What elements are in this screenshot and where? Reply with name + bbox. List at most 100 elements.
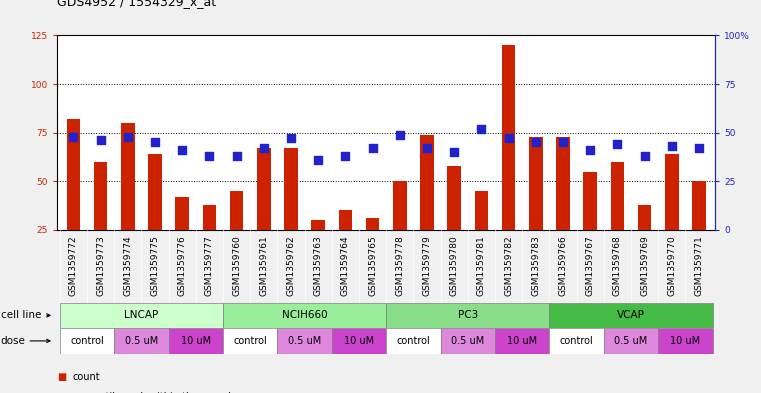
Point: [258, 145, 270, 151]
Point: [666, 143, 678, 149]
Point: [67, 133, 79, 140]
Text: cell line: cell line: [1, 310, 41, 320]
Bar: [475, 191, 489, 230]
Bar: [393, 181, 406, 230]
Text: GSM1359772: GSM1359772: [69, 236, 78, 296]
Text: GSM1359764: GSM1359764: [341, 236, 350, 296]
Bar: [658, 328, 712, 354]
Text: GSM1359765: GSM1359765: [368, 236, 377, 296]
Bar: [366, 218, 380, 230]
Bar: [202, 205, 216, 230]
Point: [339, 153, 352, 159]
Point: [122, 133, 134, 140]
Point: [693, 145, 705, 151]
Bar: [223, 328, 278, 354]
Bar: [60, 303, 223, 328]
Point: [176, 147, 188, 153]
Bar: [386, 328, 441, 354]
Bar: [441, 328, 495, 354]
Text: GSM1359779: GSM1359779: [422, 236, 431, 296]
Bar: [94, 162, 107, 230]
Point: [393, 131, 406, 138]
Point: [203, 153, 215, 159]
Text: control: control: [560, 336, 594, 346]
Text: dose: dose: [1, 336, 26, 346]
Bar: [60, 328, 114, 354]
Bar: [556, 136, 570, 230]
Text: GSM1359770: GSM1359770: [667, 236, 677, 296]
Text: GSM1359780: GSM1359780: [450, 236, 459, 296]
Point: [448, 149, 460, 155]
Point: [421, 145, 433, 151]
Text: GSM1359777: GSM1359777: [205, 236, 214, 296]
Bar: [495, 328, 549, 354]
Text: GSM1359763: GSM1359763: [314, 236, 323, 296]
Text: GSM1359760: GSM1359760: [232, 236, 241, 296]
Bar: [549, 303, 712, 328]
Text: 10 uM: 10 uM: [181, 336, 211, 346]
Bar: [114, 328, 169, 354]
Bar: [67, 119, 80, 230]
Text: count: count: [72, 372, 100, 382]
Point: [530, 139, 542, 145]
Bar: [603, 328, 658, 354]
Bar: [230, 191, 244, 230]
Text: GSM1359783: GSM1359783: [531, 236, 540, 296]
Point: [94, 137, 107, 143]
Point: [557, 139, 569, 145]
Bar: [278, 328, 332, 354]
Text: 0.5 uM: 0.5 uM: [614, 336, 648, 346]
Text: 10 uM: 10 uM: [344, 336, 374, 346]
Text: GSM1359781: GSM1359781: [477, 236, 486, 296]
Text: 10 uM: 10 uM: [507, 336, 537, 346]
Text: control: control: [396, 336, 430, 346]
Bar: [257, 148, 271, 230]
Point: [476, 126, 488, 132]
Bar: [501, 45, 515, 230]
Bar: [169, 328, 223, 354]
Text: PC3: PC3: [457, 310, 478, 320]
Text: control: control: [234, 336, 267, 346]
Text: percentile rank within the sample: percentile rank within the sample: [72, 392, 237, 393]
Point: [149, 139, 161, 145]
Bar: [420, 134, 434, 230]
Point: [502, 135, 514, 141]
Text: ■: ■: [57, 392, 66, 393]
Text: GSM1359767: GSM1359767: [586, 236, 594, 296]
Text: GSM1359778: GSM1359778: [395, 236, 404, 296]
Bar: [332, 328, 386, 354]
Text: GSM1359773: GSM1359773: [96, 236, 105, 296]
Point: [367, 145, 379, 151]
Point: [231, 153, 243, 159]
Text: GDS4952 / 1554329_x_at: GDS4952 / 1554329_x_at: [57, 0, 216, 8]
Bar: [665, 154, 679, 230]
Bar: [223, 303, 386, 328]
Bar: [175, 197, 189, 230]
Text: control: control: [70, 336, 103, 346]
Text: GSM1359766: GSM1359766: [559, 236, 568, 296]
Text: GSM1359774: GSM1359774: [123, 236, 132, 296]
Text: GSM1359768: GSM1359768: [613, 236, 622, 296]
Bar: [584, 171, 597, 230]
Bar: [447, 166, 461, 230]
Bar: [121, 123, 135, 230]
Point: [285, 135, 297, 141]
Text: NCIH660: NCIH660: [282, 310, 327, 320]
Point: [312, 157, 324, 163]
Bar: [610, 162, 624, 230]
Bar: [386, 303, 549, 328]
Text: LNCAP: LNCAP: [124, 310, 158, 320]
Text: 0.5 uM: 0.5 uM: [125, 336, 158, 346]
Bar: [529, 136, 543, 230]
Text: 0.5 uM: 0.5 uM: [288, 336, 321, 346]
Text: GSM1359775: GSM1359775: [151, 236, 160, 296]
Bar: [148, 154, 162, 230]
Bar: [284, 148, 298, 230]
Bar: [311, 220, 325, 230]
Point: [584, 147, 597, 153]
Bar: [339, 210, 352, 230]
Bar: [549, 328, 603, 354]
Text: 10 uM: 10 uM: [670, 336, 700, 346]
Text: GSM1359761: GSM1359761: [260, 236, 269, 296]
Point: [611, 141, 623, 147]
